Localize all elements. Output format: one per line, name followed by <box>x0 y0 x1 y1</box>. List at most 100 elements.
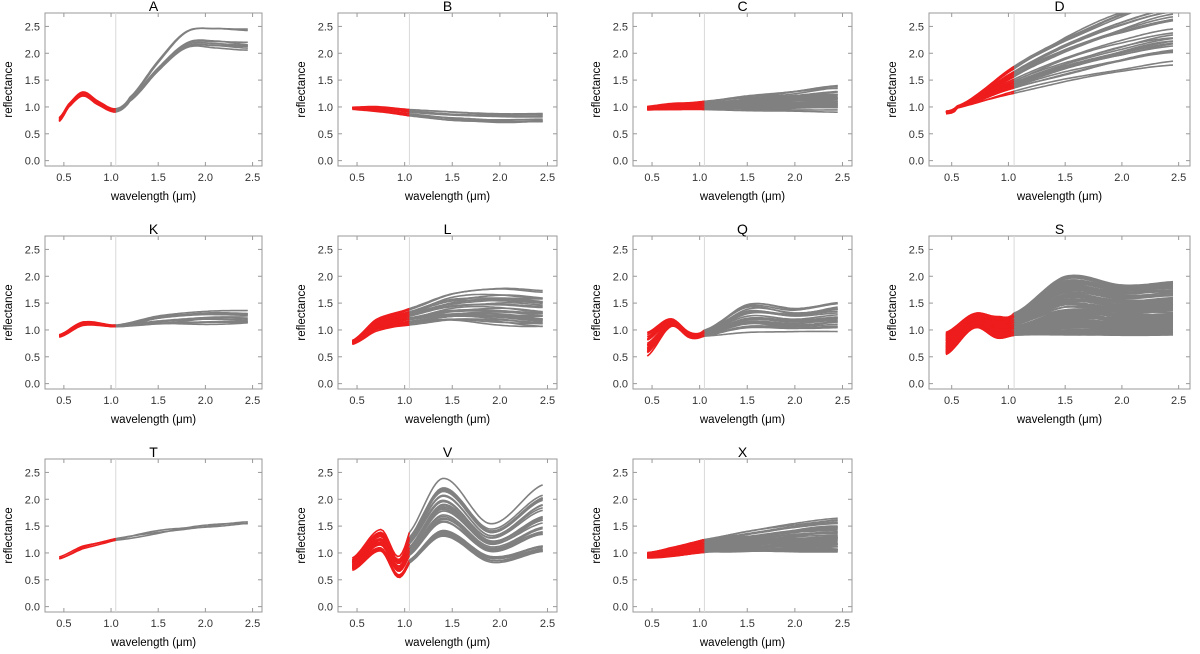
y-tick-label: 1.0 <box>25 102 40 114</box>
spectrum-infrared <box>406 303 543 317</box>
spectrum-infrared <box>113 318 248 328</box>
spectrum-infrared <box>406 108 543 116</box>
spectrum-visible <box>646 322 705 347</box>
x-tick-label: 2.0 <box>1114 172 1129 184</box>
y-tick-label: 0.5 <box>613 129 628 141</box>
x-axis-label: wavelength (μm) <box>110 637 196 649</box>
y-tick-label: 0.5 <box>25 352 40 364</box>
y-tick-label: 1.5 <box>25 298 40 310</box>
panel-title: V <box>443 444 453 460</box>
y-tick-label: 1.5 <box>25 521 40 533</box>
panel-title: D <box>1054 0 1064 14</box>
spectra-lines <box>647 517 838 559</box>
spectrum-visible <box>352 107 410 117</box>
plot-frame <box>337 458 558 613</box>
y-tick-label: 0.0 <box>25 156 40 168</box>
spectrum-infrared <box>1011 322 1174 333</box>
y-tick-label: 0.5 <box>909 129 924 141</box>
spectrum-infrared <box>406 530 543 568</box>
spectrum-infrared <box>113 45 248 113</box>
spectrum-infrared <box>701 542 838 551</box>
y-tick-label: 2.5 <box>613 244 628 256</box>
spectra-lines <box>647 84 838 113</box>
spectrum-visible <box>647 542 705 556</box>
spectrum-infrared <box>701 108 838 113</box>
x-axis-label: wavelength (μm) <box>110 191 196 203</box>
panel-x: 0.5 1.0 1.5 2.0 2.5 0.0 0.5 1.0 1.5 2.0 2.5 Xwavele… <box>591 444 853 649</box>
x-tick-label: 1.0 <box>692 172 707 184</box>
spectrum-infrared <box>701 531 838 546</box>
spectrum-infrared <box>406 477 544 541</box>
y-tick-label: 1.5 <box>25 75 40 87</box>
y-axis-label: reflectance <box>296 61 308 117</box>
spectrum-infrared <box>113 41 248 112</box>
y-tick-label: 1.0 <box>318 325 333 337</box>
x-axis-label: wavelength (μm) <box>404 191 490 203</box>
x-tick-label: 1.0 <box>1001 395 1016 407</box>
spectrum-infrared <box>701 308 838 334</box>
spectrum-infrared <box>1011 37 1174 85</box>
spectrum-infrared <box>113 309 248 326</box>
spectrum-visible <box>647 547 705 557</box>
spectra-lines <box>646 301 838 357</box>
spectrum-visible <box>945 316 1015 342</box>
y-tick-label: 1.0 <box>613 548 628 560</box>
spectrum-infrared <box>113 43 248 113</box>
plot-frame <box>632 458 853 613</box>
spectrum-infrared <box>113 41 248 113</box>
y-tick-label: 0.0 <box>318 379 333 391</box>
spectrum-infrared <box>406 521 543 561</box>
y-tick-label: 0.0 <box>318 156 333 168</box>
spectrum-infrared <box>406 510 543 557</box>
spectrum-infrared <box>1010 13 1123 72</box>
spectrum-infrared <box>701 539 838 550</box>
spectrum-infrared <box>406 500 543 551</box>
x-tick-label: 1.5 <box>151 395 166 407</box>
y-tick-label: 0.0 <box>613 156 628 168</box>
spectrum-infrared <box>113 521 248 540</box>
spectrum-infrared <box>1011 49 1174 89</box>
spectrum-infrared <box>701 96 838 107</box>
spectra-lines <box>945 13 1174 115</box>
spectrum-infrared <box>1010 294 1174 323</box>
spectrum-infrared <box>1011 60 1174 93</box>
y-tick-label: 0.5 <box>318 129 333 141</box>
y-axis-label: reflectance <box>296 284 308 340</box>
spectra-lines <box>58 521 248 560</box>
plot-frame <box>337 235 558 390</box>
x-tick-label: 1.5 <box>151 172 166 184</box>
spectrum-visible <box>351 533 411 562</box>
spectrum-visible <box>351 538 411 568</box>
x-axis-label: wavelength (μm) <box>699 637 785 649</box>
y-tick-label: 1.0 <box>318 548 333 560</box>
x-tick-label: 1.5 <box>445 618 460 630</box>
panel-d: 0.5 1.0 1.5 2.0 2.5 0.0 0.5 1.0 1.5 2.0 2.5 Dwavele… <box>887 0 1191 203</box>
spectrum-infrared <box>406 318 543 325</box>
y-tick-label: 2.5 <box>25 244 40 256</box>
y-tick-label: 2.0 <box>909 271 924 283</box>
spectrum-infrared <box>701 302 838 335</box>
y-tick-label: 2.5 <box>613 21 628 33</box>
y-tick-label: 2.0 <box>613 48 628 60</box>
x-tick-label: 0.5 <box>349 172 364 184</box>
y-tick-label: 2.0 <box>318 48 333 60</box>
y-tick-label: 0.5 <box>613 352 628 364</box>
x-tick-label: 2.0 <box>198 172 213 184</box>
spectrum-infrared <box>1010 28 1174 82</box>
y-tick-label: 1.0 <box>25 548 40 560</box>
y-tick-label: 2.0 <box>318 271 333 283</box>
x-tick-label: 0.5 <box>644 618 659 630</box>
y-axis-label: reflectance <box>3 61 15 117</box>
y-tick-label: 0.0 <box>613 602 628 614</box>
x-tick-label: 1.0 <box>1001 172 1016 184</box>
spectrum-infrared <box>406 311 543 321</box>
y-tick-label: 0.5 <box>909 352 924 364</box>
x-tick-label: 2.5 <box>540 618 555 630</box>
spectrum-visible <box>945 319 1015 344</box>
spectrum-infrared <box>1010 310 1173 329</box>
y-axis-label: reflectance <box>591 284 603 340</box>
spectrum-infrared <box>701 519 838 542</box>
spectrum-infrared <box>701 522 838 543</box>
plot-frame <box>44 235 263 390</box>
